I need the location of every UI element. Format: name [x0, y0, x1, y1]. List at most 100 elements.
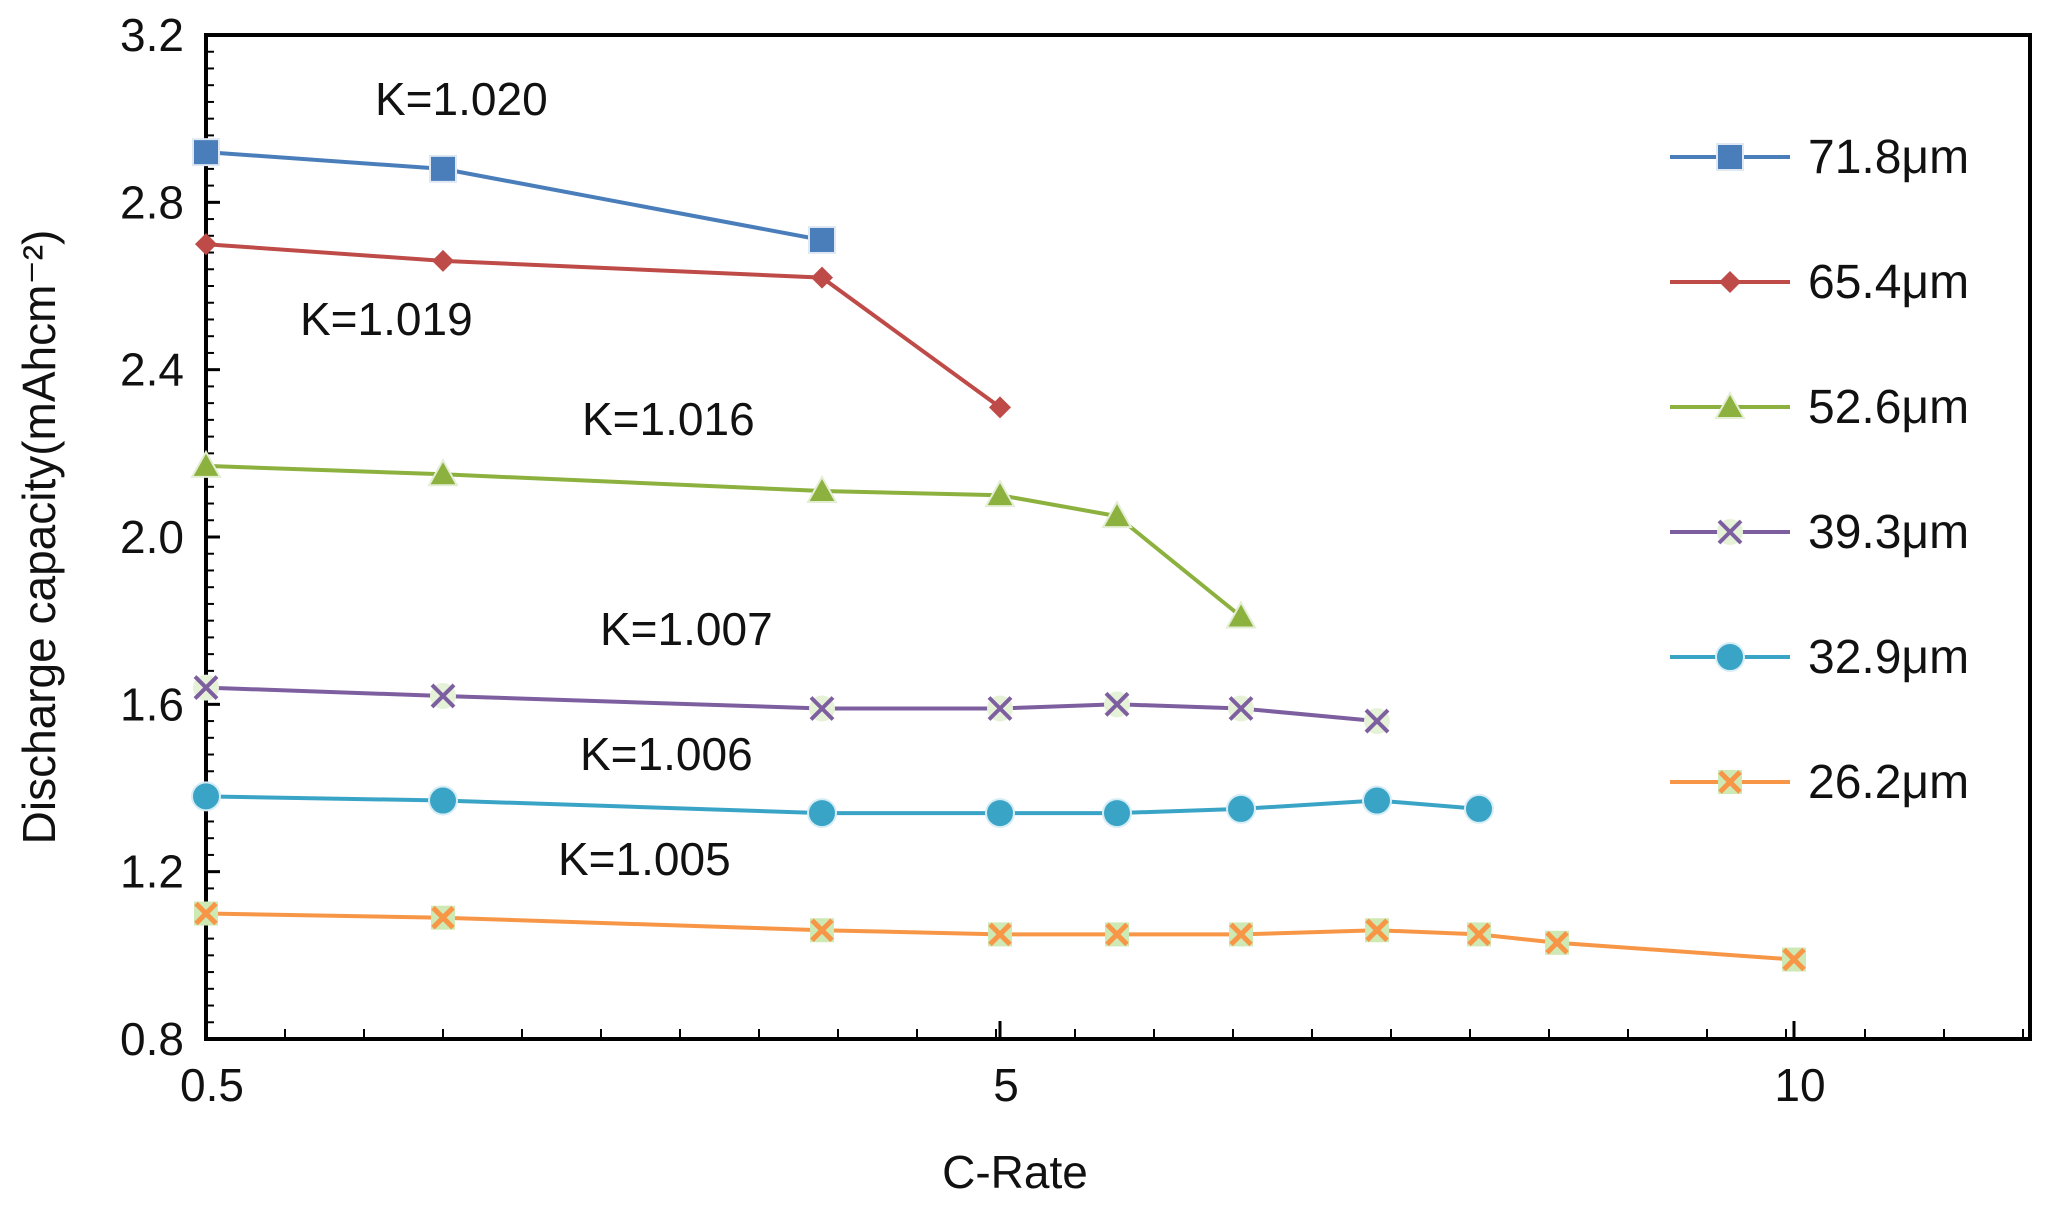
legend-item: 26.2μm	[1670, 756, 1969, 809]
k-annotation: K=1.005	[558, 833, 731, 885]
k-annotation: K=1.020	[375, 73, 548, 125]
marker-stroke	[1467, 922, 1491, 947]
legend-item: 32.9μm	[1670, 631, 1969, 684]
data-point	[809, 695, 835, 722]
series-52.6μm	[190, 449, 1257, 629]
data-point	[988, 922, 1012, 947]
data-point	[431, 905, 455, 930]
series-line	[205, 794, 1480, 816]
legend-marker	[1717, 519, 1743, 545]
marker-stroke	[1105, 922, 1129, 947]
marker-stroke	[1229, 922, 1253, 947]
data-point	[194, 901, 218, 926]
data-point	[810, 918, 834, 943]
data-point	[1545, 930, 1569, 955]
legend-label: 65.4μm	[1808, 256, 1969, 309]
data-point	[808, 225, 836, 254]
marker-stroke	[987, 696, 1013, 721]
data-point	[193, 674, 219, 701]
y-tick-label: 2.8	[120, 176, 184, 228]
k-annotation: K=1.006	[580, 728, 753, 780]
legend-marker	[1718, 770, 1742, 794]
data-point	[427, 458, 459, 487]
data-point	[191, 781, 221, 812]
data-point	[1104, 691, 1130, 718]
x-tick-label: 10	[1774, 1059, 1825, 1111]
marker-stroke	[430, 683, 456, 709]
y-axis-title: Discharge capacity(mAhcm⁻²)	[13, 230, 65, 845]
data-point	[1362, 785, 1392, 816]
marker-stroke	[1782, 947, 1806, 972]
data-point	[1229, 922, 1253, 947]
marker-stroke	[1364, 708, 1390, 734]
y-tick-label: 0.8	[120, 1013, 184, 1065]
k-annotation: K=1.007	[600, 603, 773, 655]
legend-item: 65.4μm	[1670, 256, 1969, 309]
marker-stroke	[1365, 918, 1389, 943]
k-annotation: K=1.016	[582, 393, 755, 445]
y-tick-label: 1.6	[120, 678, 184, 730]
x-axis-title: C-Rate	[942, 1146, 1088, 1198]
marker-stroke	[1104, 691, 1130, 717]
series-39.3μm	[193, 674, 1390, 735]
data-point	[195, 233, 217, 256]
legend-label: 71.8μm	[1808, 131, 1969, 184]
data-point	[1365, 918, 1389, 943]
data-point	[806, 474, 838, 503]
marker-stroke	[194, 901, 218, 926]
data-point	[1228, 695, 1254, 722]
legend-item: 71.8μm	[1670, 131, 1969, 184]
series-layer	[190, 138, 1806, 972]
x-tick-label: 0.5	[180, 1059, 244, 1111]
data-point	[1101, 500, 1133, 529]
data-point	[985, 798, 1015, 829]
data-point	[192, 138, 220, 167]
data-point	[989, 396, 1011, 419]
data-point	[1102, 798, 1132, 829]
data-point	[432, 249, 454, 272]
legend-marker	[1715, 642, 1745, 672]
series-line	[205, 463, 1243, 619]
legend: 71.8μm 65.4μm 52.6μm 39.3μm 32.9μm 26.2μm	[1670, 131, 1969, 809]
y-tick-label: 2.4	[120, 344, 184, 396]
legend-label: 26.2μm	[1808, 756, 1969, 809]
data-point	[428, 785, 458, 816]
series-line	[205, 911, 1795, 962]
series-71.8μm	[192, 138, 836, 254]
marker-stroke	[1717, 519, 1743, 545]
series-65.4μm	[195, 233, 1011, 419]
data-point	[1464, 793, 1494, 824]
data-point	[987, 695, 1013, 722]
annotation-layer: K=1.020 K=1.019 K=1.016 K=1.007 K=1.006 K=1.0…	[300, 73, 773, 885]
plot-frame	[204, 33, 2032, 1041]
marker-stroke	[810, 918, 834, 943]
legend-label: 32.9μm	[1808, 631, 1969, 684]
data-point	[1105, 922, 1129, 947]
marker-stroke	[1228, 696, 1254, 721]
data-point	[1364, 708, 1390, 735]
marker-stroke	[1718, 770, 1742, 794]
data-point	[190, 449, 222, 478]
data-point	[429, 154, 457, 183]
plot-area: 0.8 1.2 1.6 2.0 2.4 2.8 3.2 0.5 5 10	[120, 9, 2032, 1111]
series-32.9μm	[191, 781, 1494, 829]
data-point	[984, 479, 1016, 508]
data-point	[1782, 947, 1806, 972]
marker-stroke	[193, 675, 219, 701]
series-26.2μm	[194, 901, 1806, 972]
data-point	[811, 266, 833, 289]
y-tick-label: 1.2	[120, 846, 184, 898]
data-point	[1467, 922, 1491, 947]
y-tick-label: 3.2	[120, 9, 184, 61]
data-point	[807, 798, 837, 829]
legend-label: 52.6μm	[1808, 381, 1969, 434]
legend-item: 52.6μm	[1670, 381, 1969, 434]
legend-marker	[1714, 390, 1746, 419]
data-point	[1226, 793, 1256, 824]
marker-stroke	[431, 905, 455, 930]
legend-label: 39.3μm	[1808, 506, 1969, 559]
y-tick-label: 2.0	[120, 511, 184, 563]
marker-stroke	[809, 696, 835, 721]
data-point	[1225, 600, 1257, 629]
marker-stroke	[1545, 931, 1569, 955]
